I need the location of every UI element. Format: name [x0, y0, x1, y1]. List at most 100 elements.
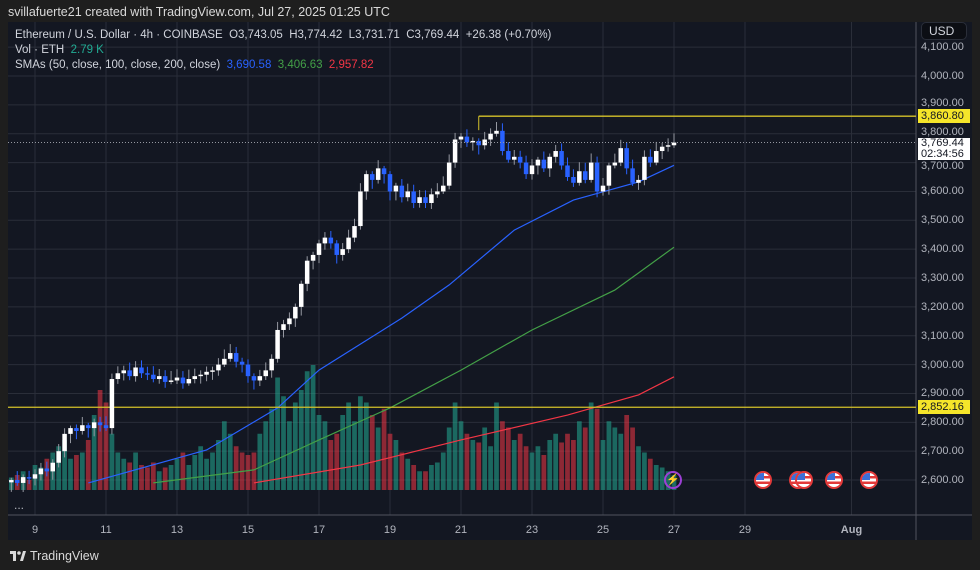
- candle-body: [334, 243, 339, 255]
- volume-bar: [145, 467, 150, 490]
- volume-bar: [133, 452, 138, 490]
- volume-bar: [304, 371, 310, 490]
- candle-body: [541, 159, 547, 169]
- volume-bar: [180, 452, 186, 490]
- sma-label[interactable]: SMAs (50, close, 100, close, 200, close): [15, 59, 221, 71]
- volume-label[interactable]: Vol · ETH: [15, 44, 65, 56]
- volume-bar: [387, 433, 393, 490]
- volume-bar: [352, 421, 357, 490]
- candle-body: [594, 162, 600, 192]
- time-axis-label: 13: [170, 524, 184, 536]
- sma-line-100: [153, 246, 675, 484]
- open-value: O3,743.05: [229, 29, 283, 41]
- candle-body: [405, 191, 410, 198]
- candle-body: [269, 358, 274, 371]
- lightning-icon[interactable]: ⚡: [664, 471, 682, 489]
- price-axis-label: 3,300.00: [921, 272, 964, 285]
- sma100-value: 3,406.63: [277, 59, 323, 71]
- candle-body: [192, 376, 197, 380]
- volume-bar: [470, 440, 476, 490]
- volume-bar: [127, 462, 133, 490]
- volume-bar: [139, 465, 144, 490]
- time-axis-label: 15: [241, 524, 255, 536]
- time-axis-label: 21: [454, 524, 468, 536]
- candle-body: [322, 237, 328, 244]
- candle-body: [624, 148, 629, 169]
- volume-bar: [375, 427, 381, 490]
- candle-body: [168, 380, 174, 382]
- volume-bar: [500, 421, 505, 490]
- sma-legend: SMAs (50, close, 100, close, 200, close)…: [15, 59, 374, 71]
- price-axis-label: 3,200.00: [921, 300, 964, 313]
- price-axis-label: 3,500.00: [921, 214, 964, 227]
- candle-body: [583, 171, 588, 180]
- volume-bar: [559, 442, 564, 490]
- candle-body: [257, 376, 263, 381]
- candle-body: [145, 373, 150, 375]
- volume-bar: [505, 427, 511, 490]
- volume-bar: [26, 480, 32, 490]
- us-flag-event-icon[interactable]: [795, 471, 814, 489]
- currency-button[interactable]: USD: [921, 22, 967, 40]
- candle-body: [352, 226, 357, 238]
- candle-body: [458, 136, 464, 140]
- us-flag-event-icon[interactable]: [860, 471, 879, 489]
- candle-body: [517, 156, 523, 163]
- last-price: 3,769.44: [921, 136, 964, 149]
- volume-bar: [245, 455, 251, 490]
- volume-bar: [115, 452, 121, 490]
- volume-bar: [612, 427, 618, 490]
- volume-bar: [74, 455, 79, 490]
- candle-body: [86, 425, 91, 429]
- resistance-price-tag: 3,860.80: [918, 109, 970, 124]
- candle-body: [606, 165, 612, 186]
- volume-bar: [103, 402, 109, 490]
- time-axis-label: 19: [383, 524, 397, 536]
- candle-body: [618, 148, 623, 163]
- time-axis-label: 11: [100, 524, 112, 536]
- volume-bar: [482, 427, 488, 490]
- volume-bar: [257, 433, 263, 490]
- price-axis-label: 2,600.00: [921, 474, 964, 487]
- candle-body: [20, 477, 26, 483]
- low-value: L3,731.71: [348, 29, 400, 41]
- volume-bar: [316, 415, 322, 490]
- candle-body: [222, 358, 227, 365]
- volume-bar: [541, 455, 547, 490]
- candle-body: [251, 376, 257, 381]
- volume-bar: [79, 452, 85, 490]
- volume-bar: [198, 446, 204, 490]
- volume-bar: [458, 421, 464, 490]
- candle-body: [671, 142, 677, 146]
- tradingview-logo[interactable]: TradingView: [10, 549, 99, 563]
- volume-bar: [204, 458, 209, 490]
- more-indicators-button[interactable]: ...: [14, 498, 25, 512]
- candle-body: [364, 174, 369, 192]
- us-flag-event-icon[interactable]: [824, 471, 843, 489]
- volume-bar: [369, 415, 375, 490]
- time-axis-label: 9: [31, 524, 39, 536]
- candle-body: [470, 140, 476, 143]
- candle-body: [411, 191, 416, 203]
- volume-bar: [606, 421, 612, 490]
- volume-bar: [642, 452, 647, 490]
- candle-body: [180, 377, 186, 384]
- volume-bar: [547, 440, 553, 490]
- candle-body: [387, 174, 393, 192]
- candle-body: [304, 260, 310, 284]
- volume-bar: [85, 440, 91, 490]
- volume-bar: [68, 458, 73, 490]
- candle-body: [600, 185, 606, 192]
- close-value: C3,769.44: [406, 29, 460, 41]
- candle-body: [381, 168, 387, 175]
- symbol-title[interactable]: Ethereum / U.S. Dollar · 4h · COINBASE: [15, 29, 223, 41]
- volume-bar: [97, 390, 103, 490]
- time-axis-label: 17: [312, 524, 326, 536]
- volume-bar: [417, 471, 422, 490]
- volume-bar: [91, 415, 97, 490]
- candle-body: [32, 474, 38, 479]
- volume-bar: [381, 408, 387, 490]
- us-flag-event-icon[interactable]: [753, 471, 772, 489]
- candle-body: [115, 373, 121, 380]
